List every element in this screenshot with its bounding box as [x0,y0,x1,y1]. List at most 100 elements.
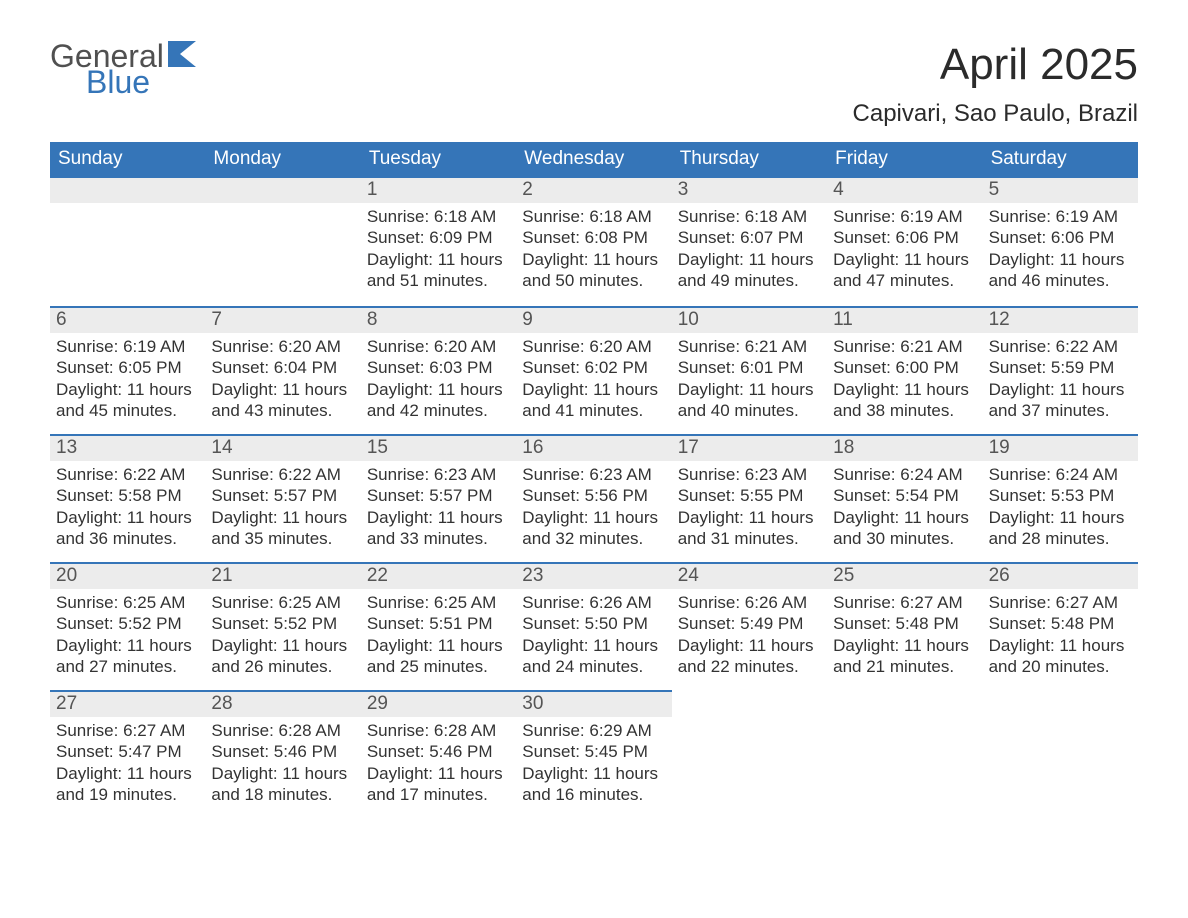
sunset-line: Sunset: 5:48 PM [833,613,976,634]
sunset-line: Sunset: 5:53 PM [989,485,1132,506]
day-data: Sunrise: 6:25 AMSunset: 5:51 PMDaylight:… [361,589,516,687]
daylight-line: Daylight: 11 hours and 28 minutes. [989,507,1132,550]
sunrise-line: Sunrise: 6:19 AM [56,336,199,357]
day-number: 5 [983,178,1138,203]
daylight-line: Daylight: 11 hours and 35 minutes. [211,507,354,550]
day-number: 28 [205,690,360,717]
day-number-strip [205,178,360,203]
day-number: 16 [516,434,671,461]
sunset-line: Sunset: 5:46 PM [367,741,510,762]
weekday-header: Sunday [50,142,205,178]
daylight-line: Daylight: 11 hours and 26 minutes. [211,635,354,678]
day-data: Sunrise: 6:20 AMSunset: 6:03 PMDaylight:… [361,333,516,431]
day-number: 1 [361,178,516,203]
sunset-line: Sunset: 5:56 PM [522,485,665,506]
sunrise-line: Sunrise: 6:21 AM [678,336,821,357]
sunset-line: Sunset: 5:45 PM [522,741,665,762]
daylight-line: Daylight: 11 hours and 32 minutes. [522,507,665,550]
sunset-line: Sunset: 6:07 PM [678,227,821,248]
sunset-line: Sunset: 5:47 PM [56,741,199,762]
calendar-day-cell: 22Sunrise: 6:25 AMSunset: 5:51 PMDayligh… [361,562,516,690]
sunrise-line: Sunrise: 6:20 AM [211,336,354,357]
calendar-empty-cell [205,178,360,306]
day-data: Sunrise: 6:28 AMSunset: 5:46 PMDaylight:… [361,717,516,815]
day-number: 11 [827,306,982,333]
weekday-header: Friday [827,142,982,178]
calendar-day-cell: 2Sunrise: 6:18 AMSunset: 6:08 PMDaylight… [516,178,671,306]
day-data: Sunrise: 6:20 AMSunset: 6:04 PMDaylight:… [205,333,360,431]
calendar-day-cell: 7Sunrise: 6:20 AMSunset: 6:04 PMDaylight… [205,306,360,434]
calendar-day-cell: 17Sunrise: 6:23 AMSunset: 5:55 PMDayligh… [672,434,827,562]
sunrise-line: Sunrise: 6:25 AM [211,592,354,613]
day-number: 26 [983,562,1138,589]
day-number: 13 [50,434,205,461]
day-number: 23 [516,562,671,589]
day-number: 2 [516,178,671,203]
sunset-line: Sunset: 5:49 PM [678,613,821,634]
daylight-line: Daylight: 11 hours and 31 minutes. [678,507,821,550]
sunrise-line: Sunrise: 6:29 AM [522,720,665,741]
sunset-line: Sunset: 5:57 PM [211,485,354,506]
day-number: 25 [827,562,982,589]
month-title: April 2025 [853,40,1138,90]
sunset-line: Sunset: 5:51 PM [367,613,510,634]
day-number: 15 [361,434,516,461]
calendar-day-cell: 26Sunrise: 6:27 AMSunset: 5:48 PMDayligh… [983,562,1138,690]
day-number: 20 [50,562,205,589]
sunrise-line: Sunrise: 6:22 AM [211,464,354,485]
sunset-line: Sunset: 6:03 PM [367,357,510,378]
sunset-line: Sunset: 6:06 PM [989,227,1132,248]
daylight-line: Daylight: 11 hours and 21 minutes. [833,635,976,678]
daylight-line: Daylight: 11 hours and 18 minutes. [211,763,354,806]
sunrise-line: Sunrise: 6:26 AM [678,592,821,613]
page-header: General Blue April 2025 Capivari, Sao Pa… [50,40,1138,136]
day-data: Sunrise: 6:19 AMSunset: 6:05 PMDaylight:… [50,333,205,431]
day-data: Sunrise: 6:29 AMSunset: 5:45 PMDaylight:… [516,717,671,815]
day-data: Sunrise: 6:22 AMSunset: 5:59 PMDaylight:… [983,333,1138,431]
day-data: Sunrise: 6:26 AMSunset: 5:49 PMDaylight:… [672,589,827,687]
daylight-line: Daylight: 11 hours and 27 minutes. [56,635,199,678]
sunrise-line: Sunrise: 6:22 AM [56,464,199,485]
day-number: 3 [672,178,827,203]
sunrise-line: Sunrise: 6:28 AM [367,720,510,741]
daylight-line: Daylight: 11 hours and 43 minutes. [211,379,354,422]
daylight-line: Daylight: 11 hours and 16 minutes. [522,763,665,806]
day-number: 17 [672,434,827,461]
day-data: Sunrise: 6:22 AMSunset: 5:58 PMDaylight:… [50,461,205,559]
sunrise-line: Sunrise: 6:22 AM [989,336,1132,357]
sunrise-line: Sunrise: 6:25 AM [56,592,199,613]
calendar-empty-cell [672,690,827,818]
sunrise-line: Sunrise: 6:28 AM [211,720,354,741]
calendar-day-cell: 18Sunrise: 6:24 AMSunset: 5:54 PMDayligh… [827,434,982,562]
sunrise-line: Sunrise: 6:23 AM [522,464,665,485]
day-data: Sunrise: 6:25 AMSunset: 5:52 PMDaylight:… [50,589,205,687]
sunrise-line: Sunrise: 6:27 AM [56,720,199,741]
calendar-day-cell: 16 Sunrise: 6:23 AMSunset: 5:56 PMDayligh… [516,434,671,562]
daylight-line: Daylight: 11 hours and 25 minutes. [367,635,510,678]
day-number: 7 [205,306,360,333]
calendar-day-cell: 21Sunrise: 6:25 AMSunset: 5:52 PMDayligh… [205,562,360,690]
calendar-day-cell: 11Sunrise: 6:21 AMSunset: 6:00 PMDayligh… [827,306,982,434]
day-data: Sunrise: 6:21 AMSunset: 6:01 PMDaylight:… [672,333,827,431]
calendar-day-cell: 20Sunrise: 6:25 AMSunset: 5:52 PMDayligh… [50,562,205,690]
calendar-day-cell: 14Sunrise: 6:22 AMSunset: 5:57 PMDayligh… [205,434,360,562]
calendar-day-cell: 23Sunrise: 6:26 AMSunset: 5:50 PMDayligh… [516,562,671,690]
day-data: Sunrise: 6:27 AMSunset: 5:47 PMDaylight:… [50,717,205,815]
daylight-line: Daylight: 11 hours and 41 minutes. [522,379,665,422]
sunset-line: Sunset: 5:52 PM [56,613,199,634]
day-number: 19 [983,434,1138,461]
calendar-day-cell: 24Sunrise: 6:26 AMSunset: 5:49 PMDayligh… [672,562,827,690]
day-data: Sunrise: 6:28 AMSunset: 5:46 PMDaylight:… [205,717,360,815]
day-number: 24 [672,562,827,589]
day-number: 27 [50,690,205,717]
sunset-line: Sunset: 5:57 PM [367,485,510,506]
day-number: 29 [361,690,516,717]
calendar-day-cell: 30Sunrise: 6:29 AMSunset: 5:45 PMDayligh… [516,690,671,818]
title-block: April 2025 Capivari, Sao Paulo, Brazil [853,40,1138,136]
daylight-line: Daylight: 11 hours and 22 minutes. [678,635,821,678]
day-data: Sunrise: 6:24 AMSunset: 5:54 PMDaylight:… [827,461,982,559]
day-number-strip [50,178,205,203]
sunset-line: Sunset: 5:59 PM [989,357,1132,378]
daylight-line: Daylight: 11 hours and 46 minutes. [989,249,1132,292]
daylight-line: Daylight: 11 hours and 19 minutes. [56,763,199,806]
